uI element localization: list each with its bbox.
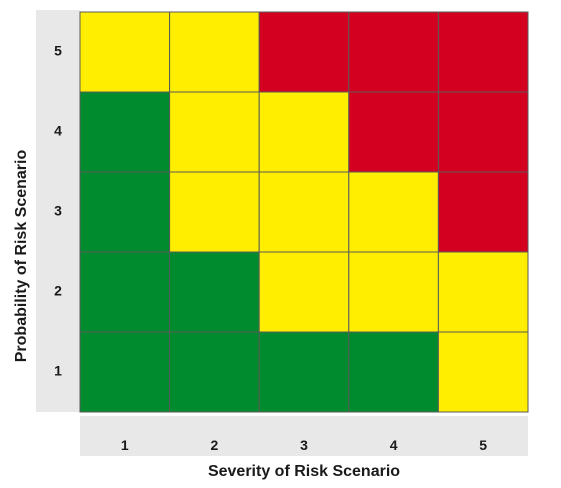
x-tick-labels: 1 2 3 4 5 bbox=[121, 437, 487, 453]
matrix-cell-p5-s3 bbox=[258, 11, 350, 93]
matrix-cell-p1-s3 bbox=[258, 331, 350, 413]
matrix-cell-p4-s3 bbox=[258, 91, 350, 173]
matrix-cell-p3-s1 bbox=[79, 171, 171, 253]
matrix-cell-p5-s4 bbox=[348, 11, 439, 93]
x-tick-label: 4 bbox=[390, 437, 398, 453]
y-tick-labels: 5 4 3 2 1 bbox=[54, 43, 62, 379]
matrix-cell-p4-s1 bbox=[79, 91, 171, 173]
matrix-cell-p2-s5 bbox=[437, 251, 529, 333]
matrix-cell-p1-s4 bbox=[348, 331, 439, 413]
matrix-cell-p3-s3 bbox=[258, 171, 350, 253]
matrix-cell-p3-s2 bbox=[169, 171, 260, 253]
x-axis-band bbox=[80, 416, 528, 456]
matrix-cell-p1-s5 bbox=[437, 331, 529, 413]
matrix-cell-p2-s4 bbox=[348, 251, 439, 333]
matrix-cell-p2-s1 bbox=[79, 251, 171, 333]
y-axis-title: Probability of Risk Scenario bbox=[13, 150, 30, 363]
x-tick-label: 1 bbox=[121, 437, 129, 453]
matrix-cell-p5-s1 bbox=[79, 11, 171, 93]
matrix-cell-p5-s2 bbox=[169, 11, 260, 93]
matrix-cell-p2-s3 bbox=[258, 251, 350, 333]
matrix-cell-p4-s4 bbox=[348, 91, 439, 173]
matrix-cell-p2-s2 bbox=[169, 251, 260, 333]
x-tick-label: 5 bbox=[479, 437, 487, 453]
x-tick-label: 2 bbox=[211, 437, 219, 453]
y-tick-label: 3 bbox=[54, 203, 62, 219]
matrix-cell-p1-s2 bbox=[169, 331, 260, 413]
matrix-cell-p3-s4 bbox=[348, 171, 439, 253]
matrix-cell-p5-s5 bbox=[437, 11, 529, 93]
matrix-cell-p4-s5 bbox=[437, 91, 529, 173]
x-axis-title: Severity of Risk Scenario bbox=[208, 463, 400, 480]
y-axis-band bbox=[36, 10, 80, 412]
matrix-cell-p4-s2 bbox=[169, 91, 260, 173]
matrix-cells bbox=[79, 11, 529, 413]
matrix-cell-p1-s1 bbox=[79, 331, 171, 413]
y-tick-label: 1 bbox=[54, 363, 62, 379]
matrix-cell-p3-s5 bbox=[437, 171, 529, 253]
y-tick-label: 2 bbox=[54, 283, 62, 299]
y-tick-label: 4 bbox=[54, 123, 62, 139]
y-tick-label: 5 bbox=[54, 43, 62, 59]
x-tick-label: 3 bbox=[300, 437, 308, 453]
